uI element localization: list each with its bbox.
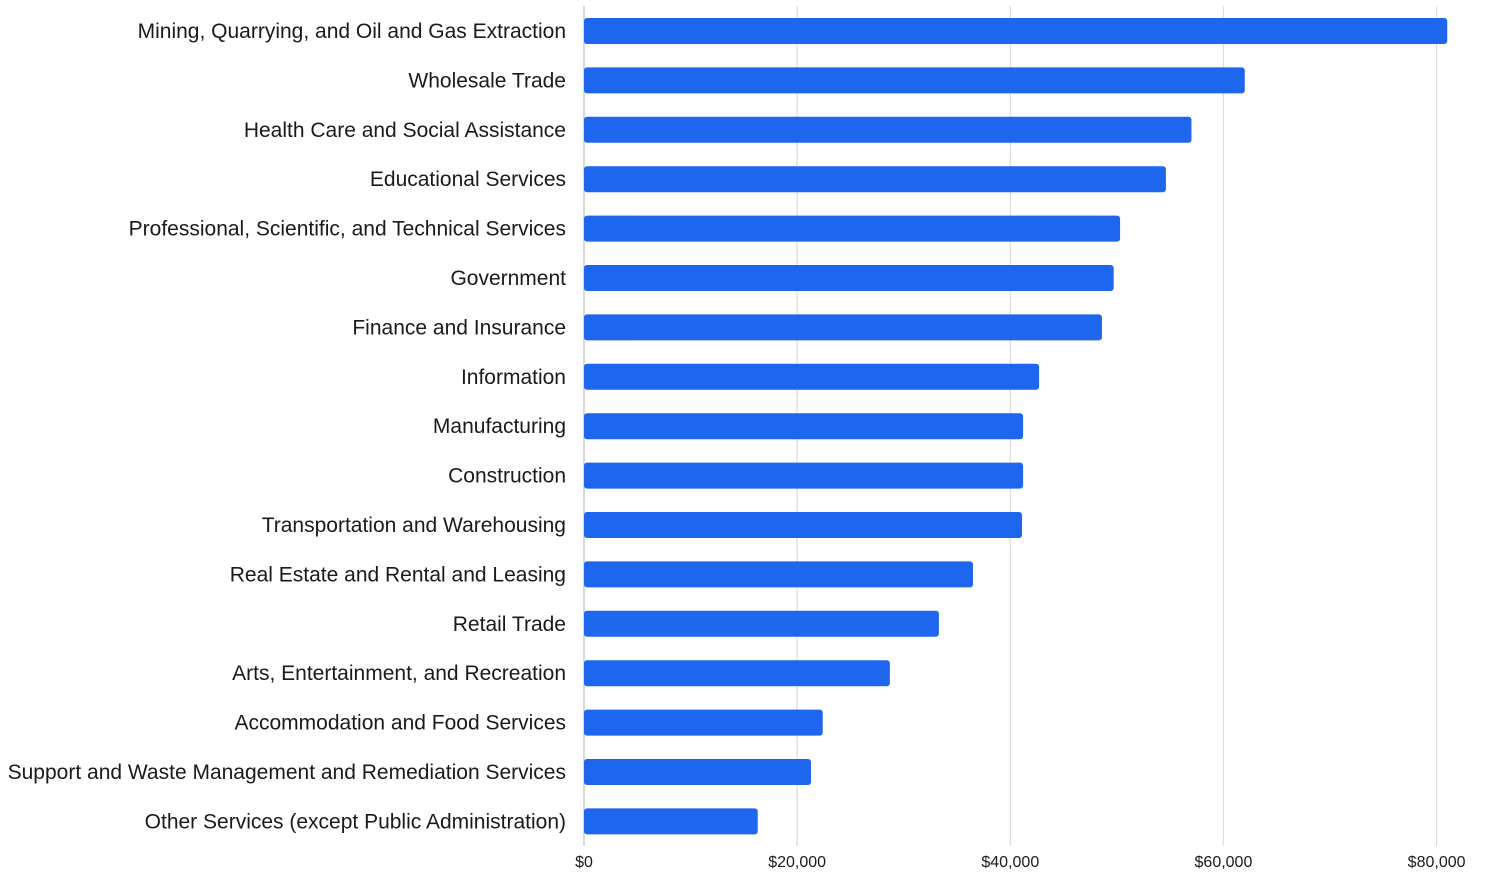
category-label: Real Estate and Rental and Leasing [230,563,566,586]
bar [584,512,1023,538]
bar [584,610,939,637]
category-label: Manufacturing [433,415,566,438]
category-label: Health Care and Social Assistance [244,119,566,142]
category-labels: Mining, Quarrying, and Oil and Gas Extra… [8,20,567,833]
bar [584,561,973,588]
bar [584,166,1166,193]
x-tick-label: $40,000 [981,854,1039,871]
bar [584,18,1448,44]
x-tick-label: $0 [575,854,593,871]
bar [584,413,1024,440]
category-label: Arts, Entertainment, and Recreation [232,662,566,685]
category-label: Professional, Scientific, and Technical … [129,218,566,241]
category-label: Support and Waste Management and Remedia… [8,761,566,784]
bar [584,363,1040,390]
bar [584,116,1192,143]
x-axis-tick-labels: $0 $20,000 $40,000 $60,000 $80,000 [575,854,1466,871]
category-label: Government [450,267,566,290]
bar [584,660,890,687]
bar [584,67,1245,94]
category-label: Transportation and Warehousing [262,514,566,537]
bar [584,314,1102,341]
category-label: Mining, Quarrying, and Oil and Gas Extra… [138,20,566,43]
category-label: Finance and Insurance [352,316,566,339]
category-label: Construction [448,465,566,488]
bar [584,808,758,835]
x-tick-label: $80,000 [1408,854,1466,871]
category-label: Accommodation and Food Services [235,712,567,735]
x-tick-label: $20,000 [768,854,826,871]
category-label: Educational Services [370,168,566,191]
bar [584,215,1121,242]
bar [584,759,812,785]
x-tick-label: $60,000 [1195,854,1253,871]
category-label: Other Services (except Public Administra… [145,810,566,833]
category-label: Information [461,366,566,389]
bar [584,709,823,736]
category-label: Wholesale Trade [408,69,566,92]
bar [584,462,1024,489]
category-label: Retail Trade [453,613,566,636]
bars [584,18,1448,835]
bar [584,265,1114,291]
